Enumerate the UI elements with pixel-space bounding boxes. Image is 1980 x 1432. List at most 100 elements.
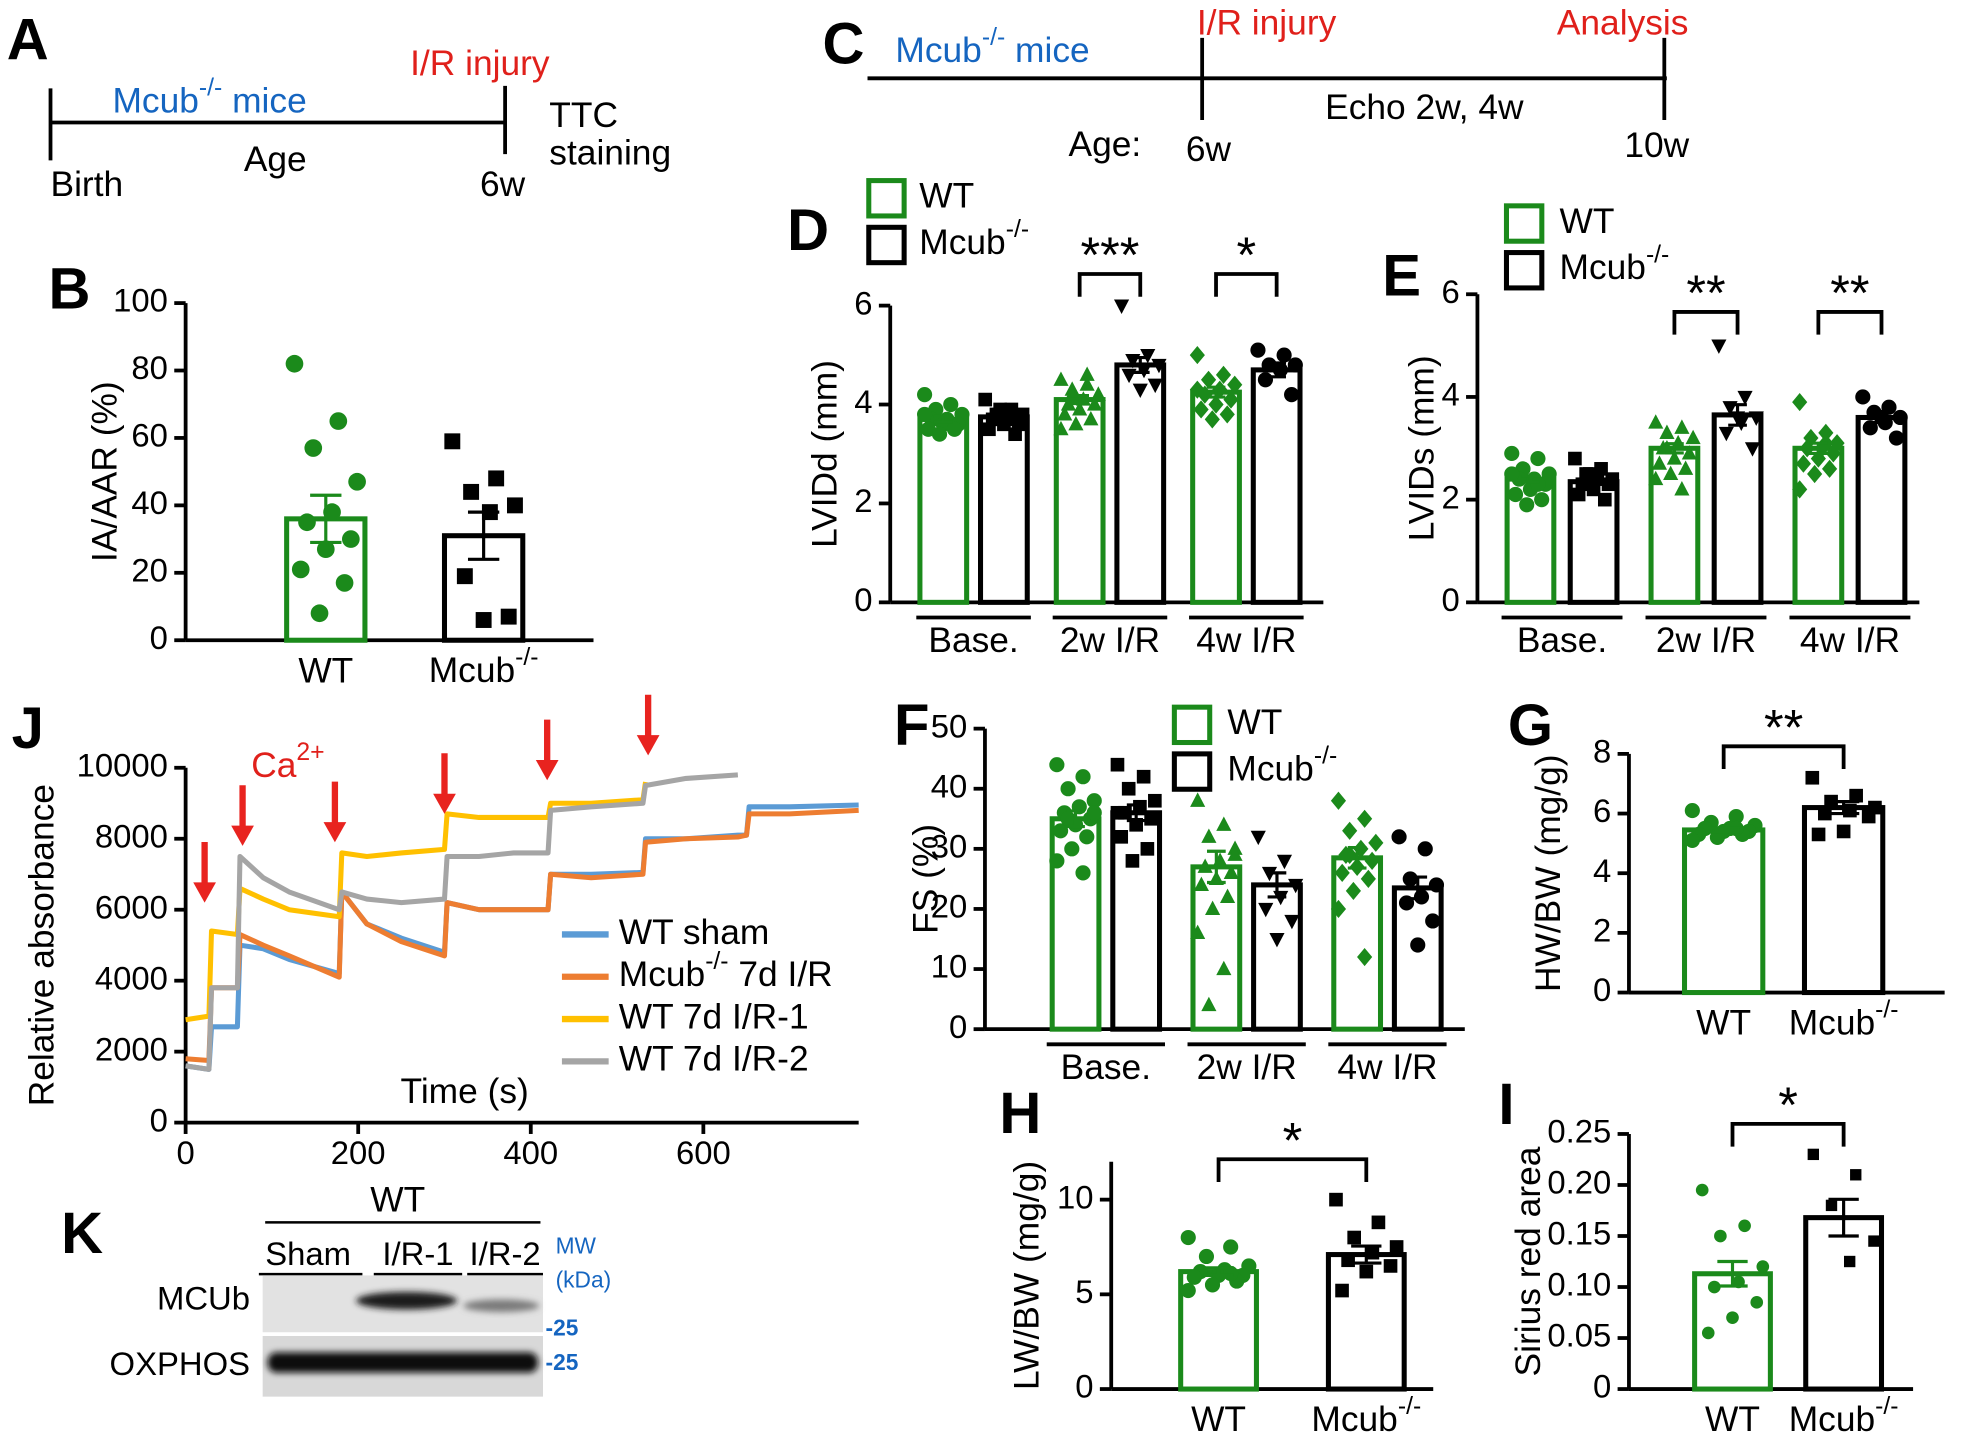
significance-bracket [1672,310,1740,335]
data-point [1190,792,1206,807]
error-bar [1408,875,1428,901]
error-bar [1267,871,1287,899]
lane-label: I/R-1 [382,1235,453,1272]
data-point [1530,450,1546,467]
data-point [1341,1253,1355,1268]
text-part: Ca [251,746,297,785]
data-point [1193,876,1209,891]
data-point [1357,809,1373,828]
row-label: OXPHOS [110,1345,250,1382]
legend-label: WT sham [619,913,770,952]
text-part: mice [1005,31,1089,70]
blot-band [267,1352,538,1373]
y-tick-label: 0.20 [1547,1164,1611,1201]
x-tick-label: 0 [176,1134,194,1171]
data-point [1180,1282,1196,1299]
data-point [1342,821,1358,840]
data-point [1180,1229,1196,1246]
size-marker: -25 [546,1349,579,1375]
y-tick-label: 0 [1593,971,1611,1008]
data-point [1223,864,1239,879]
text-part: -/- [1398,1393,1421,1420]
y-tick-label: 6 [1441,273,1459,310]
data-point [1053,420,1069,436]
data-point [1805,770,1820,785]
y-tick-label: 0 [150,619,168,656]
y-tick-label: 4 [1441,376,1459,413]
data-point [1663,465,1679,481]
panel-letter: E [1382,244,1421,309]
axis-label: Age [244,140,307,179]
data-point [1147,378,1163,394]
data-point [1666,450,1682,465]
data-point [1148,793,1162,808]
text-part: Mcub [429,651,515,690]
error-bar [1207,849,1226,885]
event-label: I/R injury [1197,4,1337,43]
y-tick-label: 0.25 [1547,1113,1611,1150]
data-point [1075,769,1091,785]
error-bar [1070,394,1089,406]
data-point [1049,757,1065,773]
data-point [1738,1219,1751,1233]
text-part: -/- [705,947,728,974]
data-point [1223,390,1239,409]
data-point [488,470,505,487]
data-point [917,387,933,403]
x-axis-label: Time (s) [401,1072,529,1111]
data-point [1718,426,1734,442]
data-point [1507,486,1524,503]
significance-bracket [1721,744,1846,770]
data-point [1136,769,1151,784]
error-bar [1267,361,1286,379]
data-point [1425,913,1441,929]
data-point [1748,411,1764,426]
data-point [1132,383,1148,399]
data-point [1110,805,1125,820]
time-label: 6w [1186,130,1232,169]
data-point [1674,419,1690,434]
data-point [1083,411,1099,426]
legend-swatch [1503,250,1545,291]
x-tick-label: Mcub-/- [1311,1393,1421,1432]
data-point [1383,1259,1398,1273]
data-point [1114,830,1129,844]
data-point [943,396,959,413]
data-line [185,772,739,1072]
y-axis-label: LW/BW (mg/g) [1007,1161,1046,1390]
data-point [335,574,354,592]
data-point [982,422,996,437]
data-point [1685,429,1701,445]
data-point [1836,824,1851,839]
start-label: Birth [51,165,124,204]
data-point [1284,387,1300,403]
panel-letter: D [787,198,829,263]
data-point [1726,1311,1739,1324]
data-point [1597,492,1612,507]
y-tick-label: 8 [1593,733,1611,770]
y-tick-label: 50 [931,707,968,744]
x-tick-label: Base. [1061,1048,1151,1087]
data-point [304,439,323,457]
text-part: Mcub [1227,750,1313,789]
legend-label: WT 7d I/R-1 [619,997,809,1036]
data-point [1144,811,1158,826]
data-point [1365,1245,1380,1260]
data-point [1714,1229,1727,1243]
error-bar [994,411,1014,422]
data-point [917,406,933,422]
group-label: WT [370,1181,425,1220]
data-point [1276,347,1292,363]
data-line [185,807,859,1064]
lane-label: I/R-2 [470,1235,541,1272]
data-point [323,503,341,521]
bar [1855,414,1908,605]
error-bar [1584,477,1603,486]
legend-swatch [1171,751,1213,792]
bar [1190,864,1243,1032]
data-point [1684,832,1700,848]
significance-bracket [1077,272,1143,297]
data-point [1504,466,1520,482]
y-tick-label: 2 [1593,912,1611,949]
data-point [1701,1326,1715,1340]
